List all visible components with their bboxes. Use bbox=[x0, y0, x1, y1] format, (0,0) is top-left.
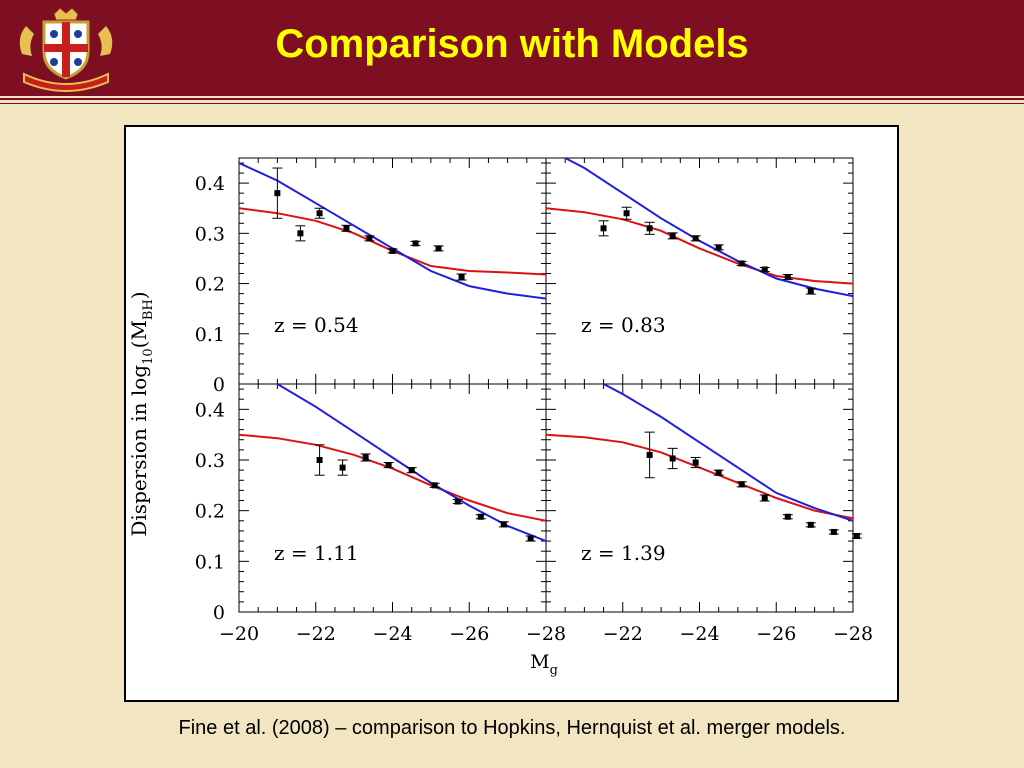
panel-2-data-point bbox=[715, 244, 722, 251]
slide-title: Comparison with Models bbox=[275, 22, 749, 66]
panel-1-data-point bbox=[389, 247, 396, 254]
panel-3-data-point bbox=[362, 454, 369, 461]
y-tick-label: 0.2 bbox=[195, 274, 225, 296]
figure-frame: 0 0.1 0.2 0.3 0.4 0 0.1 0.2 0.3 0.4 −20 −22 −24 −26 −2… bbox=[124, 125, 899, 702]
y-axis-label-close: ) bbox=[127, 291, 151, 299]
y-tick-label: 0.4 bbox=[195, 173, 225, 195]
panel-3-data-point bbox=[477, 513, 484, 520]
y-axis-label-open: (M bbox=[127, 320, 151, 348]
chart: 0 0.1 0.2 0.3 0.4 0 0.1 0.2 0.3 0.4 −20 −22 −24 −26 −2… bbox=[127, 157, 873, 678]
x-tick-label: −26 bbox=[449, 623, 489, 645]
panel-2-data-point bbox=[807, 288, 814, 295]
panel-2-data-point bbox=[669, 232, 676, 239]
panel-1-red-model-line bbox=[239, 207, 546, 276]
panel-2-data-point bbox=[784, 274, 791, 281]
panel-1-data-point bbox=[297, 230, 304, 237]
panel-1-blue-model-line bbox=[239, 162, 546, 300]
y-tick-label: 0.3 bbox=[195, 450, 225, 472]
panel-3-blue-model-line bbox=[276, 384, 546, 543]
panel-4-data-point bbox=[646, 451, 653, 458]
x-axis-label-main: M bbox=[530, 651, 549, 673]
panel-2-data-point bbox=[600, 225, 607, 232]
panel-1-data-point bbox=[343, 225, 350, 232]
panel-3-data-point bbox=[431, 482, 438, 489]
panel-1-data-point bbox=[458, 274, 465, 281]
x-tick-label: −26 bbox=[756, 623, 796, 645]
university-crest-icon bbox=[19, 8, 113, 92]
panel-4-data-point bbox=[738, 481, 745, 488]
panel-3-data-point bbox=[408, 467, 415, 474]
panel-2-red-model-line bbox=[546, 207, 853, 285]
x-tick-label: −24 bbox=[372, 623, 412, 645]
panel-2-blue-model-line bbox=[564, 158, 853, 298]
x-tick-label: −28 bbox=[833, 623, 873, 645]
panel-1-redshift-label: z = 0.54 bbox=[274, 313, 359, 337]
panel-1-data-point bbox=[435, 245, 442, 252]
panel-2-data-point bbox=[738, 260, 745, 267]
y-tick-label: 0.2 bbox=[195, 501, 225, 523]
panel-4-frame bbox=[545, 383, 854, 613]
panel-3-data-point bbox=[500, 521, 507, 528]
points-layer: z = 0.54 z = 0.83 z = 1.11 z = 1.39 bbox=[272, 167, 862, 565]
panel-1-data-point bbox=[316, 210, 323, 217]
panel-3-data-point bbox=[385, 462, 392, 469]
y-tick-label: 0.4 bbox=[195, 399, 225, 421]
y-axis-label: Dispersion in log10(MBH) bbox=[127, 291, 156, 536]
x-axis-label: Mg bbox=[530, 651, 558, 678]
panel-2-redshift-label: z = 0.83 bbox=[581, 313, 666, 337]
panel-3-red-model-line bbox=[239, 433, 546, 522]
y-axis-label-sub: 10 bbox=[141, 348, 156, 365]
y-axis-label-sub2: BH bbox=[141, 299, 156, 320]
panel-4-redshift-label: z = 1.39 bbox=[581, 541, 666, 565]
x-tick-label: −22 bbox=[603, 623, 643, 645]
panel-4-data-point bbox=[715, 469, 722, 476]
panel-3-data-point bbox=[527, 535, 534, 542]
panel-4-data-point bbox=[784, 513, 791, 520]
x-tick-label: −24 bbox=[679, 623, 719, 645]
x-tick-label: −22 bbox=[296, 623, 336, 645]
curves-layer bbox=[239, 158, 853, 543]
panel-3-frame bbox=[238, 383, 547, 613]
panel-4-blue-model-line bbox=[603, 384, 853, 522]
x-tick-label: −28 bbox=[526, 623, 566, 645]
y-tick-label: 0 bbox=[213, 374, 225, 396]
y-axis-label-main: Dispersion in log bbox=[127, 365, 151, 537]
panel-2-data-point bbox=[692, 235, 699, 242]
y-tick-label: 0 bbox=[213, 602, 225, 624]
panel-4-data-point bbox=[692, 459, 699, 466]
panel-1-data-point bbox=[366, 235, 373, 242]
panel-1-frame bbox=[238, 157, 547, 385]
panel-4-data-point bbox=[830, 528, 837, 535]
panel-2-data-point bbox=[646, 225, 653, 232]
panel-3-data-point bbox=[316, 457, 323, 463]
panel-4-red-model-line bbox=[546, 433, 853, 520]
panel-3-data-point bbox=[454, 498, 461, 505]
x-tick-label: −20 bbox=[219, 623, 259, 645]
axes-layer: 0 0.1 0.2 0.3 0.4 0 0.1 0.2 0.3 0.4 −20 −22 −24 −26 −2… bbox=[195, 157, 873, 645]
panel-2-data-point bbox=[761, 266, 768, 273]
slide-header: Comparison with Models bbox=[0, 0, 1024, 96]
x-axis-label-sub: g bbox=[550, 663, 558, 678]
y-tick-label: 0.1 bbox=[195, 551, 225, 573]
panel-4-data-point bbox=[853, 533, 860, 539]
header-rule-thin bbox=[0, 103, 1024, 104]
panel-4-data-point bbox=[669, 455, 676, 462]
y-tick-label: 0.1 bbox=[195, 324, 225, 346]
panel-3-data-point bbox=[339, 464, 346, 471]
header-rule bbox=[0, 98, 1024, 100]
panel-3-redshift-label: z = 1.11 bbox=[274, 541, 359, 565]
panel-2-frame bbox=[545, 157, 854, 385]
panel-1-data-point bbox=[412, 240, 419, 247]
panel-4-data-point bbox=[807, 521, 814, 528]
panel-2-data-point bbox=[623, 210, 630, 217]
panel-4-data-point bbox=[761, 495, 768, 501]
slide-caption: Fine et al. (2008) – comparison to Hopki… bbox=[178, 717, 846, 739]
y-tick-label: 0.3 bbox=[195, 223, 225, 245]
panel-1-data-point bbox=[274, 190, 281, 197]
